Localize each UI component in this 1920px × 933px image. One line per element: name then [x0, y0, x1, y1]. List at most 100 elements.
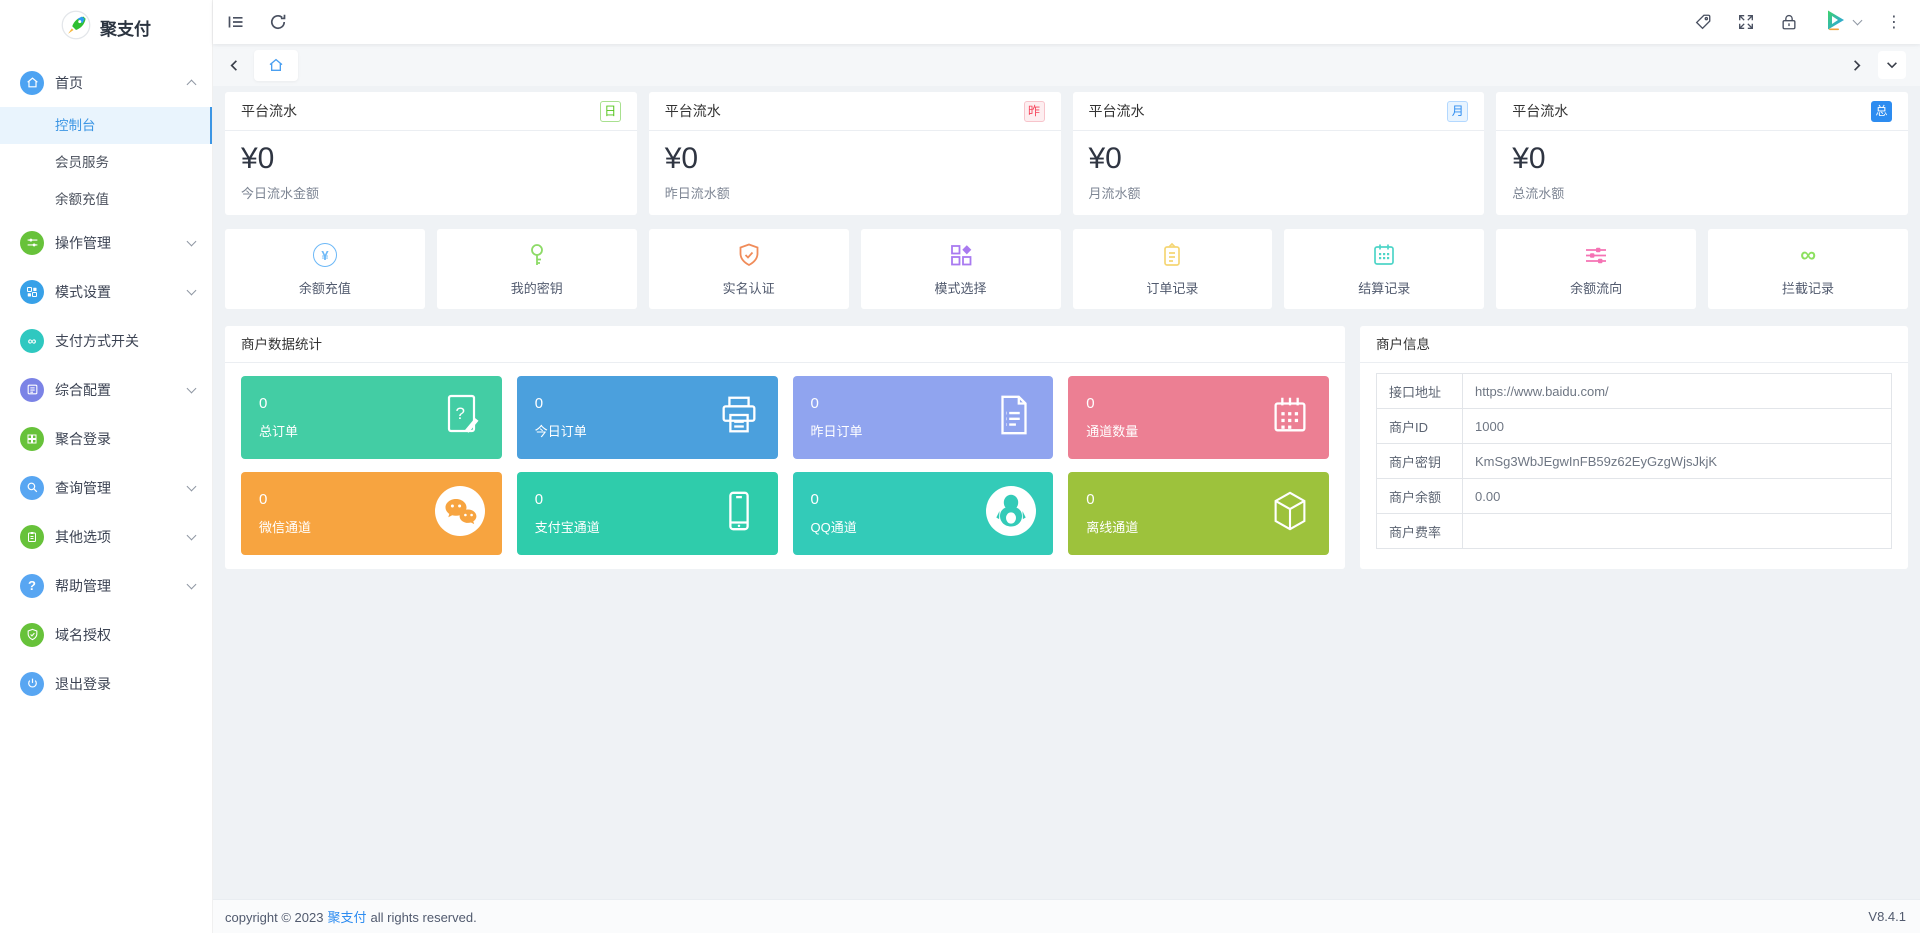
fullscreen-icon[interactable]	[1737, 13, 1755, 31]
shield-check-icon	[20, 622, 44, 647]
cube-icon	[1267, 488, 1313, 539]
card-offline-channel[interactable]: 0 离线通道	[1068, 472, 1329, 555]
row-label: 商户费率	[1376, 513, 1463, 549]
brand-link[interactable]: 聚支付	[327, 910, 367, 925]
card-title: 平台流水	[1512, 103, 1569, 119]
card-today-orders[interactable]: 0 今日订单	[516, 376, 778, 459]
tag-icon[interactable]	[1694, 13, 1712, 31]
sliders-icon	[20, 230, 44, 255]
shortcut-realname-auth[interactable]: 实名认证	[648, 229, 849, 309]
card-wechat-channel[interactable]: 0 微信通道	[241, 472, 502, 555]
stat-card-total: 平台流水 总 ¥0 总流水额	[1496, 92, 1908, 215]
sidebar-item-other-options[interactable]: 其他选项	[0, 512, 212, 561]
card-total-orders[interactable]: 0 总订单 ?	[241, 376, 502, 459]
row-value: https://www.baidu.com/	[1462, 373, 1892, 409]
shortcut-order-records[interactable]: 订单记录	[1072, 229, 1273, 309]
sidebar-item-label: 首页	[55, 74, 83, 91]
sidebar-subitem-member-service[interactable]: 会员服务	[55, 155, 109, 170]
sidebar-item-general-config[interactable]: 综合配置	[0, 365, 212, 414]
app-logo[interactable]: 聚支付	[0, 0, 212, 54]
calendar-icon	[1267, 392, 1313, 443]
sidebar-item-operation-mgmt[interactable]: 操作管理	[0, 218, 212, 267]
phone-icon	[716, 488, 762, 539]
sidebar-menu: 首页 控制台 会员服务 余额充值 操作管理 模式设置	[0, 54, 212, 708]
order-edit-icon: ?	[438, 391, 486, 444]
grid-icon	[20, 279, 44, 304]
row-value: 0.00	[1462, 478, 1892, 514]
shield-check-icon	[736, 241, 762, 269]
stat-card-monthly: 平台流水 月 ¥0 月流水额	[1072, 92, 1485, 215]
shortcut-my-keys[interactable]: 我的密钥	[436, 229, 637, 309]
card-channel-count[interactable]: 0 通道数量	[1068, 376, 1329, 459]
shortcut-balance-flow[interactable]: 余额流向	[1496, 229, 1697, 309]
panel-title: 商户数据统计	[225, 326, 1345, 363]
sidebar-item-label: 模式设置	[55, 283, 111, 300]
qq-icon	[985, 485, 1037, 542]
version-label: V8.4.1	[1868, 909, 1906, 924]
collapse-menu-icon[interactable]	[227, 13, 245, 31]
chevron-down-icon	[186, 481, 197, 491]
sidebar-item-aggregate-login[interactable]: 聚合登录	[0, 414, 212, 463]
tab-scroll-left-icon[interactable]	[227, 58, 242, 73]
sidebar-item-payment-switch[interactable]: ∞ 支付方式开关	[0, 316, 212, 365]
sidebar-subitem-console[interactable]: 控制台	[0, 107, 212, 144]
tab-options-dropdown[interactable]	[1878, 51, 1906, 79]
chevron-down-icon	[186, 530, 197, 540]
card-yesterday-orders[interactable]: 0 昨日订单	[792, 376, 1054, 459]
document-list-icon	[991, 392, 1037, 443]
app-title: 聚支付	[100, 19, 151, 39]
top-header: ⋮	[213, 0, 1920, 44]
card-title: 平台流水	[664, 103, 721, 119]
more-vertical-icon[interactable]: ⋮	[1886, 14, 1902, 31]
sidebar-item-query-mgmt[interactable]: 查询管理	[0, 463, 212, 512]
amount-label: 昨日流水额	[664, 186, 730, 201]
tab-scroll-right-icon[interactable]	[1849, 58, 1864, 73]
merchant-info-table: 接口地址 https://www.baidu.com/ 商户ID 1000 商户…	[1376, 373, 1892, 549]
card-alipay-channel[interactable]: 0 支付宝通道	[516, 472, 778, 555]
shortcut-settlement-records[interactable]: 结算记录	[1284, 229, 1485, 309]
amount-value: ¥0	[1088, 142, 1122, 175]
sidebar-subitem-balance-recharge[interactable]: 余额充值	[55, 192, 109, 207]
row-label: 商户密钥	[1376, 443, 1463, 479]
shortcut-intercept-records[interactable]: ∞ 拦截记录	[1708, 229, 1908, 309]
avatar	[1823, 8, 1847, 37]
table-row: 接口地址 https://www.baidu.com/	[1376, 373, 1892, 409]
sliders-pink-icon	[1583, 241, 1609, 269]
yen-circle-icon: ¥	[312, 241, 337, 269]
infinity-icon: ∞	[20, 328, 44, 353]
sidebar-item-home[interactable]: 首页	[0, 58, 212, 107]
sidebar: 聚支付 首页 控制台 会员服务 余额充值 操作管理	[0, 0, 213, 933]
printer-icon	[716, 392, 762, 443]
table-row: 商户费率	[1376, 513, 1892, 549]
refresh-icon[interactable]	[269, 13, 287, 31]
clipboard-icon	[20, 524, 44, 549]
chevron-down-icon	[186, 236, 197, 246]
mode-grid-icon	[948, 241, 974, 269]
sidebar-item-domain-auth[interactable]: 域名授权	[0, 610, 212, 659]
order-list-icon	[1159, 241, 1185, 269]
table-row: 商户ID 1000	[1376, 408, 1892, 444]
user-menu[interactable]	[1823, 8, 1863, 37]
merchant-info-panel: 商户信息 接口地址 https://www.baidu.com/ 商户ID 10…	[1360, 326, 1908, 569]
lock-icon[interactable]	[1780, 13, 1798, 31]
card-qq-channel[interactable]: 0 QQ通道	[792, 472, 1054, 555]
sidebar-item-help-mgmt[interactable]: ? 帮助管理	[0, 561, 212, 610]
chevron-down-icon	[186, 285, 197, 295]
merchant-stats-panel: 商户数据统计 0 总订单 ? 0 今日订单	[225, 326, 1345, 569]
gear-icon	[20, 377, 44, 402]
home-submenu: 控制台 会员服务 余额充值	[0, 107, 212, 218]
amount-label: 月流水额	[1088, 186, 1141, 201]
amount-value: ¥0	[1512, 142, 1546, 175]
shortcut-mode-select[interactable]: 模式选择	[860, 229, 1061, 309]
tab-home[interactable]	[254, 49, 298, 81]
header-left-actions	[227, 13, 287, 31]
chevron-up-icon	[186, 79, 197, 90]
panels-row: 商户数据统计 0 总订单 ? 0 今日订单	[225, 326, 1908, 569]
amount-value: ¥0	[664, 142, 699, 175]
sidebar-item-logout[interactable]: 退出登录	[0, 659, 212, 708]
home-tab-icon	[269, 58, 283, 71]
power-icon	[20, 671, 44, 696]
sidebar-item-mode-settings[interactable]: 模式设置	[0, 267, 212, 316]
row-label: 商户余额	[1376, 478, 1463, 514]
shortcut-balance-recharge[interactable]: ¥ 余额充值	[225, 229, 425, 309]
